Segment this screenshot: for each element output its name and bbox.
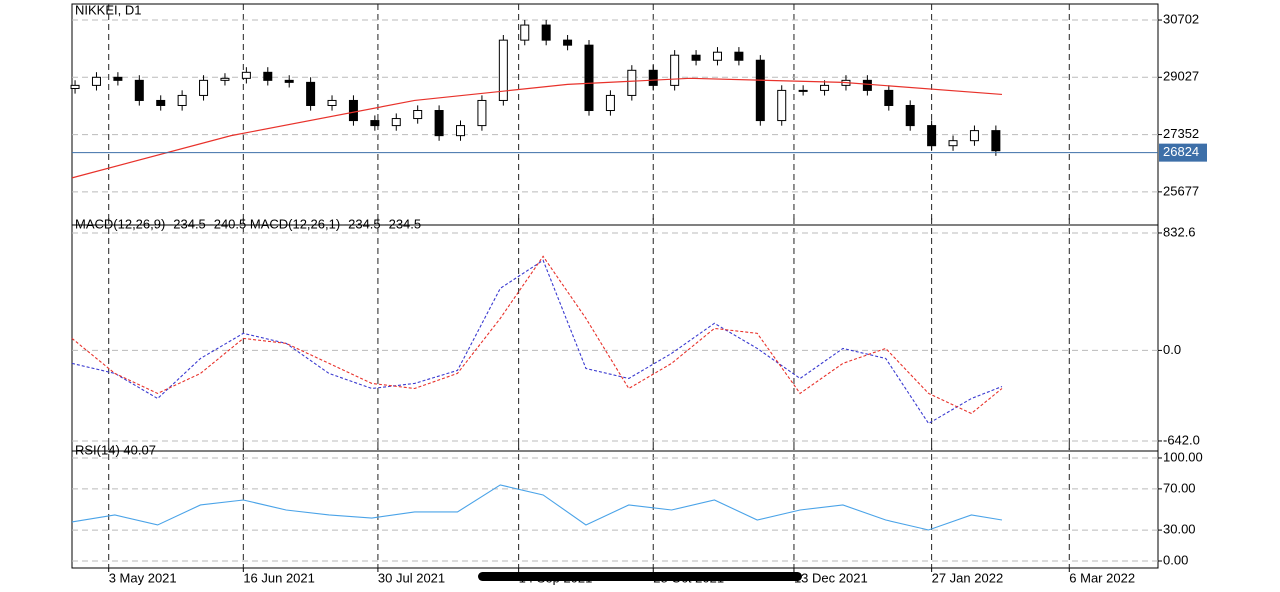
panel-title: MACD(12,26,9) -234.5 -240.5 MACD(12,26,1… [75,216,421,231]
candle-body [712,51,722,61]
candle-body [327,99,337,106]
candle-body [434,110,444,137]
candle-body [991,130,1001,152]
candle-body [563,39,573,46]
y-tick-label: 70.00 [1163,480,1196,495]
scroll-bar [478,572,802,581]
x-tick-label: 13 Dec 2021 [794,570,868,585]
candle-body [134,79,144,101]
panel-title: RSI(14) 40.07 [75,442,156,457]
candle-body [691,54,701,61]
y-tick-label: 100.00 [1163,449,1203,464]
candle-body [605,94,615,112]
candle-body [948,140,958,147]
candle-body [498,39,508,101]
candle-body [670,54,680,86]
series-line [71,484,1003,531]
candle-body [648,69,658,86]
y-tick-label: 832.6 [1163,224,1196,239]
candle-body [113,76,123,81]
series-line [71,255,1003,415]
candle-body [370,120,380,127]
candle-body [284,79,294,83]
x-tick-label: 3 May 2021 [109,570,177,585]
candle-body [520,24,530,41]
x-tick-label: 27 Jan 2022 [932,570,1004,585]
moving-average [71,77,1003,179]
candle-body [220,77,230,81]
panel-title: NIKKEI, D1 [75,2,141,17]
candle-body [927,125,937,147]
x-tick-label: 6 Mar 2022 [1069,570,1135,585]
candle-body [391,118,401,127]
candle-body [456,125,466,137]
candle-body [477,99,487,127]
candle-body [348,99,358,122]
candle-body [884,89,894,106]
y-tick-label: 30702 [1163,11,1199,26]
candle-body [862,79,872,91]
candle-body [241,71,251,79]
candle-body [584,44,594,112]
candle-body [199,79,209,96]
candle-body [306,81,316,106]
candle-body [627,69,637,96]
candle-body [798,89,808,92]
candle-body [263,71,273,81]
x-tick-label: 30 Jul 2021 [378,570,445,585]
candle-body [969,130,979,142]
candle-body [91,76,101,86]
candle-body [70,84,80,89]
candle-body [541,24,551,41]
candle-body [177,94,187,106]
x-tick-label: 16 Jun 2021 [243,570,315,585]
candle-body [820,84,830,91]
last-price-label: 26824 [1163,144,1199,159]
y-tick-label: -642.0 [1163,432,1200,447]
candle-body [734,51,744,61]
series-line [71,259,1003,425]
frame [71,3,1159,569]
candle-body [777,89,787,122]
y-tick-label: 0.00 [1163,552,1188,567]
candle-body [156,99,166,106]
candle-body [755,59,765,122]
candle-body [905,104,915,127]
last-price-box [1159,143,1207,162]
y-tick-label: 30.00 [1163,522,1196,537]
y-tick-label: 27352 [1163,126,1199,141]
y-tick-label: 0.0 [1163,342,1181,357]
y-tick-label: 29027 [1163,69,1199,84]
y-tick-label: 25677 [1163,183,1199,198]
candle-body [413,110,423,120]
